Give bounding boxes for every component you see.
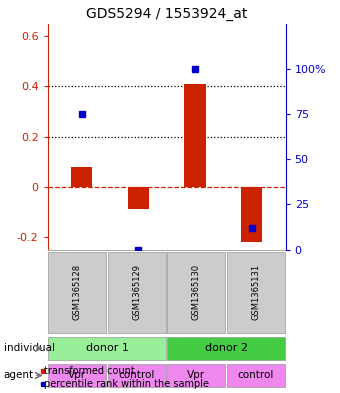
Text: donor 1: donor 1 xyxy=(86,343,129,353)
Bar xyxy=(168,252,225,332)
Bar xyxy=(49,252,106,332)
Text: percentile rank within the sample: percentile rank within the sample xyxy=(44,378,209,389)
Bar xyxy=(128,187,149,209)
Bar xyxy=(184,84,206,187)
Text: control: control xyxy=(119,371,155,380)
Bar xyxy=(49,337,166,360)
Text: donor 2: donor 2 xyxy=(205,343,248,353)
Text: Vpr: Vpr xyxy=(187,371,205,380)
Bar xyxy=(241,187,262,242)
Text: transformed count: transformed count xyxy=(44,365,135,376)
Bar xyxy=(49,364,106,387)
Bar xyxy=(108,364,166,387)
Text: individual: individual xyxy=(4,343,55,353)
Text: GSM1365130: GSM1365130 xyxy=(192,264,201,320)
Bar xyxy=(227,252,285,332)
Text: GSM1365128: GSM1365128 xyxy=(73,264,82,320)
Text: control: control xyxy=(238,371,274,380)
Title: GDS5294 / 1553924_at: GDS5294 / 1553924_at xyxy=(86,7,247,21)
Text: agent: agent xyxy=(4,371,34,380)
Bar xyxy=(71,167,92,187)
Bar xyxy=(108,252,166,332)
Text: Vpr: Vpr xyxy=(68,371,86,380)
Text: GSM1365129: GSM1365129 xyxy=(132,264,141,320)
Bar xyxy=(168,337,285,360)
Bar xyxy=(227,364,285,387)
Bar xyxy=(168,364,225,387)
Text: GSM1365131: GSM1365131 xyxy=(251,264,260,320)
